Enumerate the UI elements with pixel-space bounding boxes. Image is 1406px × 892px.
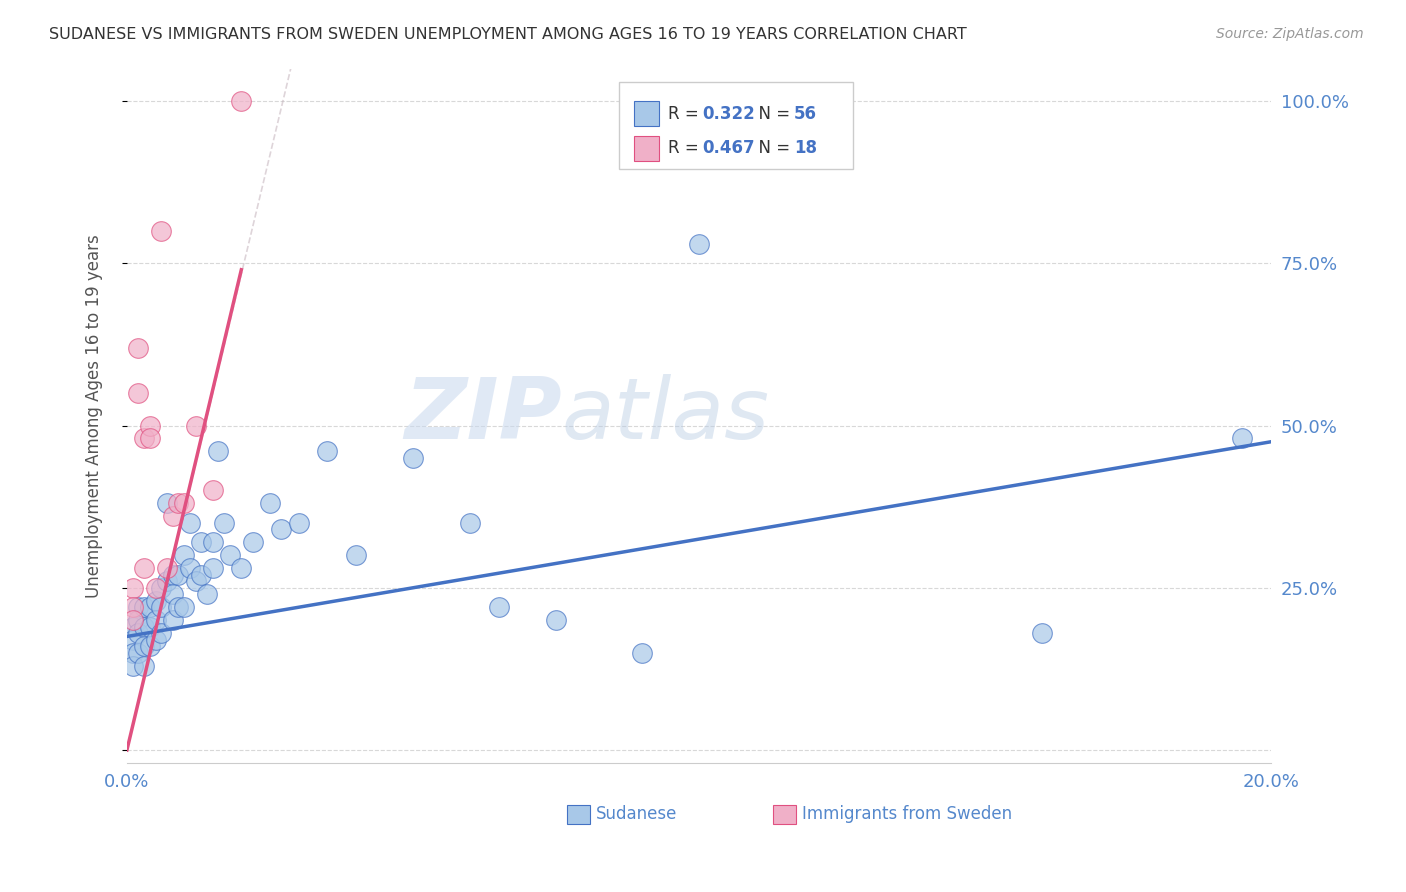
Point xyxy=(145,594,167,608)
Point xyxy=(488,600,510,615)
Point xyxy=(173,600,195,615)
Text: 18: 18 xyxy=(794,139,817,157)
Text: ZIP: ZIP xyxy=(404,375,562,458)
Point xyxy=(184,418,207,433)
Point xyxy=(132,658,155,673)
Point xyxy=(150,600,173,615)
Point xyxy=(145,581,167,595)
Point xyxy=(259,496,281,510)
Point xyxy=(127,600,149,615)
Point xyxy=(201,535,224,549)
Text: Immigrants from Sweden: Immigrants from Sweden xyxy=(801,805,1012,823)
Point xyxy=(127,341,149,355)
Point xyxy=(190,567,212,582)
Point xyxy=(231,561,253,575)
Point xyxy=(132,620,155,634)
Point xyxy=(162,567,184,582)
Point xyxy=(150,626,173,640)
Point xyxy=(402,450,425,465)
Text: 0.322: 0.322 xyxy=(703,104,755,123)
Point xyxy=(121,581,143,595)
Point xyxy=(145,613,167,627)
Point xyxy=(179,516,201,530)
Text: SUDANESE VS IMMIGRANTS FROM SWEDEN UNEMPLOYMENT AMONG AGES 16 TO 19 YEARS CORREL: SUDANESE VS IMMIGRANTS FROM SWEDEN UNEMP… xyxy=(49,27,967,42)
Point xyxy=(201,561,224,575)
Point xyxy=(201,483,224,498)
Point xyxy=(242,535,264,549)
Point xyxy=(190,535,212,549)
Point xyxy=(179,561,201,575)
Point xyxy=(150,581,173,595)
Point xyxy=(1031,626,1053,640)
Point xyxy=(132,561,155,575)
Text: R =: R = xyxy=(668,139,704,157)
Bar xyxy=(634,136,659,161)
Point xyxy=(544,613,567,627)
Point xyxy=(162,509,184,524)
Point xyxy=(173,496,195,510)
Point xyxy=(219,549,242,563)
Point xyxy=(121,632,143,647)
Y-axis label: Unemployment Among Ages 16 to 19 years: Unemployment Among Ages 16 to 19 years xyxy=(86,234,103,598)
Point xyxy=(139,432,162,446)
Point xyxy=(270,522,292,536)
Point xyxy=(167,496,190,510)
Point xyxy=(121,620,143,634)
Point xyxy=(127,626,149,640)
Point xyxy=(1232,432,1254,446)
Point xyxy=(184,574,207,589)
Text: 56: 56 xyxy=(794,104,817,123)
Point xyxy=(287,516,309,530)
Point xyxy=(132,600,155,615)
Point xyxy=(344,549,367,563)
Bar xyxy=(634,101,659,126)
Text: Sudanese: Sudanese xyxy=(596,805,678,823)
Point xyxy=(458,516,481,530)
Text: atlas: atlas xyxy=(562,375,769,458)
Point xyxy=(167,567,190,582)
Point xyxy=(207,444,229,458)
Point xyxy=(139,600,162,615)
Point xyxy=(127,613,149,627)
Bar xyxy=(568,805,591,824)
Point xyxy=(231,94,253,108)
Point xyxy=(162,613,184,627)
Point xyxy=(121,600,143,615)
Point xyxy=(145,632,167,647)
Text: Source: ZipAtlas.com: Source: ZipAtlas.com xyxy=(1216,27,1364,41)
Point xyxy=(121,613,143,627)
Text: N =: N = xyxy=(748,139,796,157)
Point xyxy=(212,516,235,530)
Point xyxy=(156,496,179,510)
Point xyxy=(132,639,155,653)
Text: R =: R = xyxy=(668,104,704,123)
Point xyxy=(195,587,218,601)
FancyBboxPatch shape xyxy=(619,82,853,169)
Point xyxy=(316,444,339,458)
Bar xyxy=(773,805,796,824)
Point xyxy=(162,587,184,601)
Point xyxy=(121,658,143,673)
Point xyxy=(121,646,143,660)
Text: N =: N = xyxy=(748,104,796,123)
Point xyxy=(139,639,162,653)
Text: 0.467: 0.467 xyxy=(703,139,755,157)
Point xyxy=(139,418,162,433)
Point xyxy=(156,561,179,575)
Point xyxy=(688,236,710,251)
Point xyxy=(630,646,652,660)
Point xyxy=(173,549,195,563)
Point xyxy=(132,432,155,446)
Point xyxy=(127,646,149,660)
Point xyxy=(127,386,149,401)
Point xyxy=(156,574,179,589)
Point xyxy=(139,620,162,634)
Point xyxy=(167,600,190,615)
Point xyxy=(150,224,173,238)
